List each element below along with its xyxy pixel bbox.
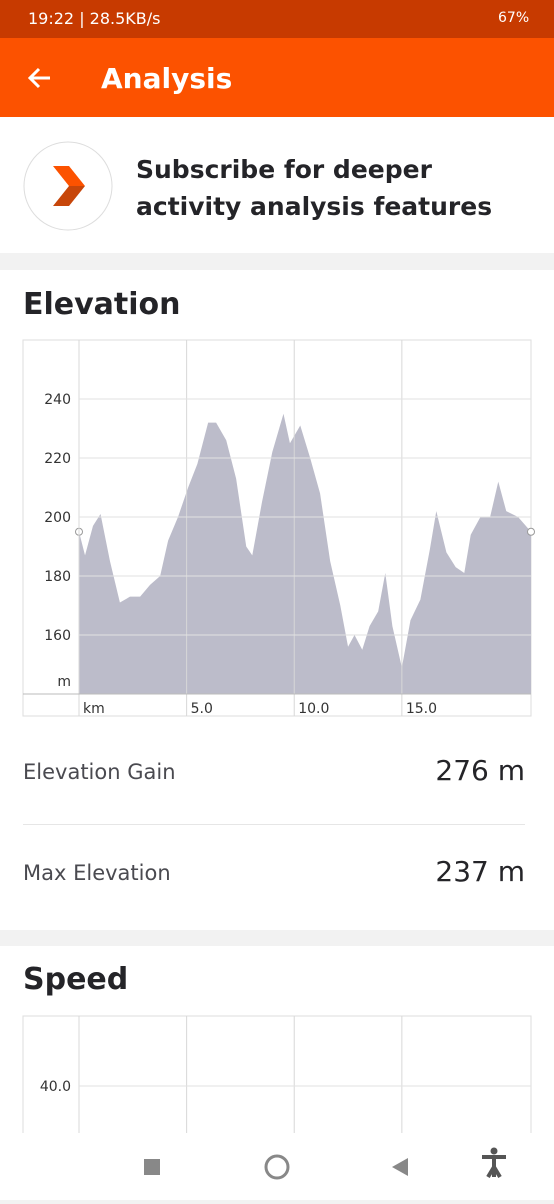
back[interactable] bbox=[392, 1158, 408, 1176]
heading: Elevation bbox=[23, 287, 181, 322]
subscribe-banner[interactable]: Subscribe for deeper activity analysis f… bbox=[0, 117, 554, 253]
battery: 67% bbox=[498, 10, 530, 26]
speed-chart: 40.0 bbox=[22, 1015, 532, 1133]
stat-value: 237 m bbox=[435, 855, 525, 888]
x-tick-label: km bbox=[83, 701, 105, 717]
heading: Speed bbox=[23, 962, 129, 997]
status-text: 19:22 | 28.5KB/s bbox=[28, 9, 161, 28]
stat-label: Elevation Gain bbox=[23, 760, 176, 784]
y-tick-label: 40.0 bbox=[40, 1079, 71, 1095]
plot-frame bbox=[22, 1015, 532, 1133]
y-tick-label: 220 bbox=[44, 451, 71, 467]
elevation-area bbox=[79, 413, 531, 694]
accessibility[interactable] bbox=[482, 1155, 506, 1179]
y-tick-label: 160 bbox=[44, 628, 71, 644]
elevation-section: Elevation km 5.0 10.0 15.0 160 180 200 220 240 m … bbox=[0, 270, 554, 930]
x-tick-label: 5.0 bbox=[191, 701, 213, 717]
stat-row: Elevation Gain 276 m bbox=[23, 724, 525, 825]
logo bbox=[23, 141, 113, 231]
stat-value: 276 m bbox=[435, 754, 525, 787]
speed-section: Speed 40.0 bbox=[0, 946, 554, 1133]
stat-row: Max Elevation 237 m bbox=[23, 825, 525, 925]
y-unit: m bbox=[57, 674, 71, 690]
y-tick-label: 200 bbox=[44, 510, 71, 526]
nav-buttons bbox=[144, 1147, 506, 1180]
home[interactable] bbox=[264, 1154, 290, 1180]
banner-text: Subscribe for deeper activity analysis f… bbox=[136, 155, 493, 221]
app-bar: Analysis bbox=[0, 38, 554, 117]
y-tick-label: 180 bbox=[44, 569, 71, 585]
recents[interactable] bbox=[144, 1159, 160, 1175]
nav-bar bbox=[0, 1133, 554, 1200]
stat-label: Max Elevation bbox=[23, 861, 171, 885]
end-point bbox=[527, 527, 535, 536]
elevation-chart: km 5.0 10.0 15.0 160 180 200 220 240 m bbox=[22, 339, 535, 717]
back-button[interactable] bbox=[26, 66, 52, 90]
y-tick-label: 240 bbox=[44, 392, 71, 408]
x-tick-label: 10.0 bbox=[298, 701, 329, 717]
x-tick-label: 15.0 bbox=[406, 701, 437, 717]
title: Analysis bbox=[101, 62, 233, 95]
status-bar: 19:22 | 28.5KB/s 67% bbox=[0, 0, 554, 38]
